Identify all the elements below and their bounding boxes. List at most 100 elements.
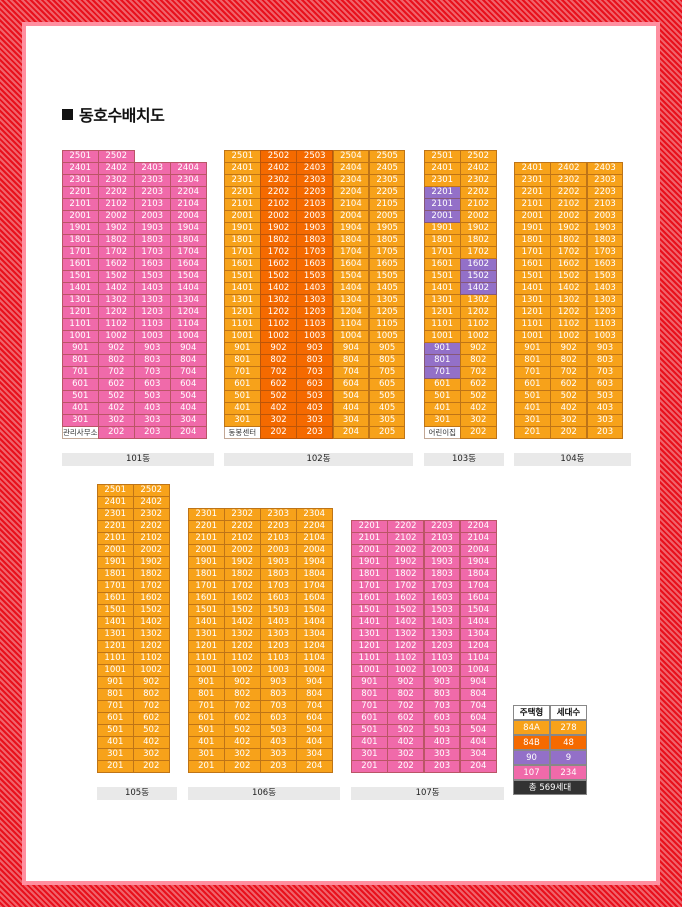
unit-cell-106-1103: 1103 (260, 652, 297, 665)
unit-cell-107-403: 403 (423, 736, 461, 749)
unit-cell-105-1901: 1901 (97, 556, 134, 569)
building-label-103: 103동 (424, 453, 504, 466)
unit-cell-102-1705: 1705 (368, 246, 406, 259)
unit-cell-101-2502: 2502 (98, 150, 135, 163)
unit-cell-102-2003: 2003 (296, 210, 334, 223)
unit-cell-106-1403: 1403 (260, 616, 297, 629)
unit-cell-101-2202: 2202 (98, 186, 135, 199)
unit-cell-101-2403: 2403 (134, 162, 171, 175)
unit-cell-105-1002: 1002 (133, 664, 170, 677)
unit-cell-102-2403: 2403 (296, 162, 334, 175)
unit-cell-106-1204: 1204 (296, 640, 333, 653)
unit-cell-101-2002: 2002 (98, 210, 135, 223)
unit-cell-107-1403: 1403 (423, 616, 461, 629)
unit-cell-101-2304: 2304 (170, 174, 207, 187)
unit-cell-106-1402: 1402 (224, 616, 261, 629)
unit-cell-104-2203: 2203 (586, 186, 624, 199)
unit-cell-105-2302: 2302 (133, 508, 170, 521)
unit-cell-104-501: 501 (514, 390, 551, 403)
unit-cell-106-2301: 2301 (188, 508, 225, 521)
unit-cell-102-2402: 2402 (260, 162, 297, 175)
unit-cell-107-303: 303 (423, 748, 461, 761)
unit-cell-103-402: 402 (460, 402, 497, 415)
unit-cell-104-2101: 2101 (514, 198, 551, 211)
unit-cell-102-2102: 2102 (260, 198, 297, 211)
unit-cell-104-1901: 1901 (514, 222, 551, 235)
unit-cell-104-1502: 1502 (550, 270, 588, 283)
unit-cell-102-2301: 2301 (224, 174, 261, 187)
unit-cell-102-603: 603 (296, 378, 334, 391)
unit-cell-107-904: 904 (459, 676, 497, 689)
unit-cell-101-1303: 1303 (134, 294, 171, 307)
unit-cell-101-1504: 1504 (170, 270, 207, 283)
unit-cell-106-2101: 2101 (188, 532, 225, 545)
unit-cell-101-1503: 1503 (134, 270, 171, 283)
unit-cell-104-1802: 1802 (550, 234, 588, 247)
unit-cell-106-902: 902 (224, 676, 261, 689)
unit-cell-104-1401: 1401 (514, 282, 551, 295)
unit-cell-104-2302: 2302 (550, 174, 588, 187)
unit-cell-101-503: 503 (134, 390, 171, 403)
unit-cell-107-1503: 1503 (423, 604, 461, 617)
unit-cell-106-2102: 2102 (224, 532, 261, 545)
unit-cell-102-503: 503 (296, 390, 334, 403)
unit-cell-102-701: 701 (224, 366, 261, 379)
unit-cell-104-1702: 1702 (550, 246, 588, 259)
unit-cell-102-2202: 2202 (260, 186, 297, 199)
unit-cell-107-202: 202 (387, 760, 425, 773)
unit-cell-104-403: 403 (586, 402, 624, 415)
unit-cell-101-202: 202 (98, 426, 135, 439)
unit-cell-107-1902: 1902 (387, 556, 425, 569)
unit-cell-101-201: 관리사무소 (62, 426, 99, 439)
unit-cell-103-2102: 2102 (460, 198, 497, 211)
unit-cell-104-2103: 2103 (586, 198, 624, 211)
unit-cell-105-1301: 1301 (97, 628, 134, 641)
unit-cell-102-1403: 1403 (296, 282, 334, 295)
unit-cell-107-1601: 1601 (351, 592, 388, 605)
unit-cell-105-1701: 1701 (97, 580, 134, 593)
unit-cell-107-1504: 1504 (459, 604, 497, 617)
unit-cell-107-1301: 1301 (351, 628, 388, 641)
unit-cell-102-1503: 1503 (296, 270, 334, 283)
unit-cell-106-1601: 1601 (188, 592, 225, 605)
unit-cell-102-1501: 1501 (224, 270, 261, 283)
unit-cell-107-703: 703 (423, 700, 461, 713)
unit-cell-101-502: 502 (98, 390, 135, 403)
unit-cell-104-1301: 1301 (514, 294, 551, 307)
unit-cell-101-1902: 1902 (98, 222, 135, 235)
unit-cell-102-1405: 1405 (368, 282, 406, 295)
unit-cell-105-2202: 2202 (133, 520, 170, 533)
unit-cell-104-203: 203 (586, 426, 624, 439)
unit-cell-104-401: 401 (514, 402, 551, 415)
unit-cell-101-2303: 2303 (134, 174, 171, 187)
unit-cell-102-404: 404 (332, 402, 370, 415)
unit-cell-106-603: 603 (260, 712, 297, 725)
unit-cell-102-2505: 2505 (368, 150, 406, 163)
unit-cell-101-1002: 1002 (98, 330, 135, 343)
unit-cell-105-1001: 1001 (97, 664, 134, 677)
unit-cell-104-2303: 2303 (586, 174, 624, 187)
unit-cell-104-1103: 1103 (586, 318, 624, 331)
unit-cell-107-1802: 1802 (387, 568, 425, 581)
unit-cell-104-2201: 2201 (514, 186, 551, 199)
unit-cell-102-1801: 1801 (224, 234, 261, 247)
unit-cell-106-602: 602 (224, 712, 261, 725)
unit-cell-106-204: 204 (296, 760, 333, 773)
unit-cell-106-1504: 1504 (296, 604, 333, 617)
unit-cell-107-402: 402 (387, 736, 425, 749)
unit-cell-105-1402: 1402 (133, 616, 170, 629)
unit-cell-103-1601: 1601 (424, 258, 461, 271)
unit-cell-105-201: 201 (97, 760, 134, 773)
unit-cell-102-403: 403 (296, 402, 334, 415)
unit-cell-107-1903: 1903 (423, 556, 461, 569)
unit-cell-107-702: 702 (387, 700, 425, 713)
unit-cell-104-1701: 1701 (514, 246, 551, 259)
unit-cell-103-1001: 1001 (424, 330, 461, 343)
unit-cell-101-203: 203 (134, 426, 171, 439)
unit-cell-106-703: 703 (260, 700, 297, 713)
unit-cell-104-1101: 1101 (514, 318, 551, 331)
unit-cell-102-903: 903 (296, 342, 334, 355)
unit-cell-106-804: 804 (296, 688, 333, 701)
unit-cell-101-1404: 1404 (170, 282, 207, 295)
unit-cell-106-2303: 2303 (260, 508, 297, 521)
